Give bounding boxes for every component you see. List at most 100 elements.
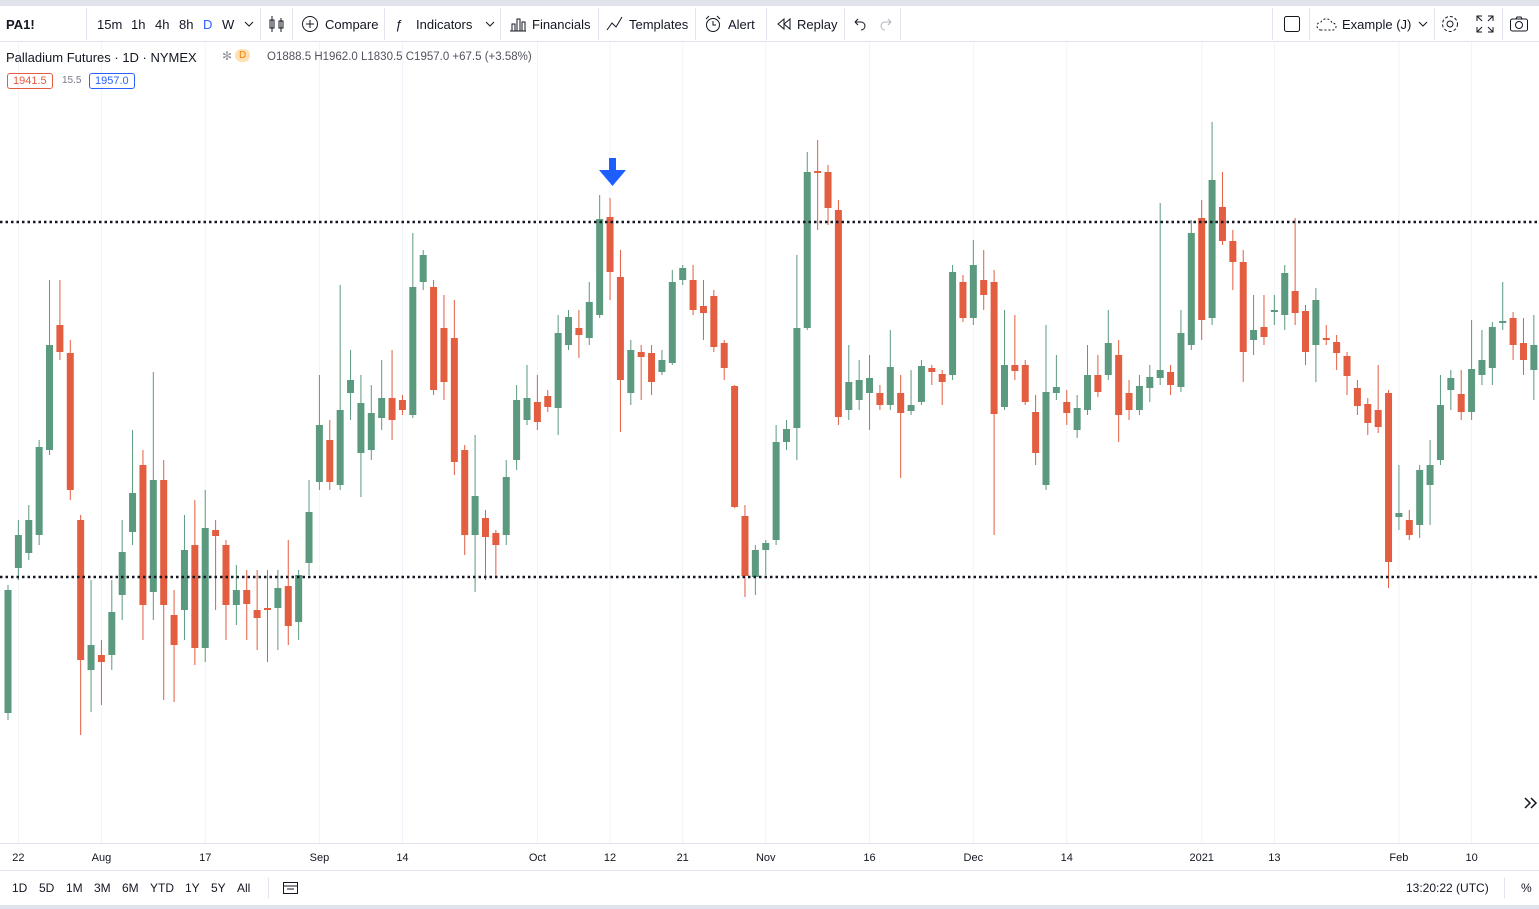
- candle-body: [959, 282, 967, 318]
- candle-body: [1167, 372, 1175, 385]
- candle-body: [243, 590, 251, 604]
- alert[interactable]: Alert: [728, 17, 755, 32]
- interval[interactable]: 4h: [155, 17, 170, 32]
- percent-toggle[interactable]: %: [1521, 881, 1532, 895]
- x-tick-label: 17: [199, 852, 211, 864]
- bid-badge: 1941.5: [7, 73, 53, 89]
- window-strip: [0, 0, 1539, 6]
- snapshot[interactable]: [1509, 15, 1529, 33]
- candle-body: [264, 608, 271, 610]
- interval[interactable]: W: [222, 17, 235, 32]
- candle-body: [876, 393, 884, 405]
- interval[interactable]: 1h: [131, 17, 146, 32]
- goto-date[interactable]: [282, 880, 300, 896]
- candle-body: [762, 543, 770, 550]
- settings[interactable]: [1440, 14, 1460, 34]
- range-button[interactable]: 3M: [94, 881, 111, 895]
- candle-body: [1499, 321, 1507, 323]
- candle-body: [917, 366, 925, 402]
- candle-body: [648, 353, 656, 382]
- candle-body: [596, 219, 604, 315]
- candle-body: [409, 287, 417, 415]
- range-button[interactable]: 5Y: [211, 881, 226, 895]
- interval[interactable]: 8h: [179, 17, 194, 32]
- legend-flag: D: [235, 49, 251, 62]
- candle-body: [627, 350, 635, 393]
- candle-body: [585, 302, 593, 338]
- candle-body: [170, 615, 178, 645]
- financials-icon[interactable]: [509, 16, 527, 32]
- clock: 13:20:22 (UTC): [1406, 881, 1489, 895]
- alert-icon[interactable]: [704, 15, 722, 33]
- ask-badge: 1957.0: [89, 73, 135, 89]
- candle-body: [803, 172, 811, 328]
- candle-body: [1436, 405, 1444, 460]
- scroll-right[interactable]: [1524, 797, 1538, 809]
- replay[interactable]: Replay: [797, 17, 838, 32]
- separator: [500, 8, 501, 40]
- x-tick-label: 16: [863, 852, 875, 864]
- layout-name[interactable]: Example (J): [1342, 17, 1412, 32]
- templates-icon[interactable]: [606, 15, 624, 32]
- compare-icon[interactable]: [301, 15, 319, 33]
- separator: [86, 8, 87, 40]
- candle-body: [637, 352, 645, 357]
- interval[interactable]: 15m: [97, 17, 123, 32]
- range-button[interactable]: 5D: [39, 881, 55, 895]
- candle-body: [1125, 393, 1133, 410]
- candle-body: [461, 450, 469, 535]
- candle-body: [1156, 370, 1164, 378]
- symbol[interactable]: PA1!: [6, 17, 35, 32]
- candle-body: [1281, 273, 1289, 315]
- candle-body: [855, 380, 863, 400]
- interval[interactable]: D: [203, 17, 213, 32]
- candle-body: [606, 217, 614, 272]
- candle-body: [554, 333, 562, 408]
- cloud-icon[interactable]: [1316, 15, 1338, 33]
- candle-body: [1519, 343, 1527, 360]
- separator: [1309, 8, 1310, 40]
- interval-menu[interactable]: [243, 18, 255, 30]
- select-box[interactable]: [1283, 15, 1301, 33]
- candle-body: [326, 440, 334, 482]
- range-button[interactable]: 6M: [122, 881, 139, 895]
- undo-redo[interactable]: [851, 16, 895, 32]
- candle-body: [866, 378, 874, 393]
- legend-icon: ✻: [222, 49, 233, 63]
- candle-body: [201, 528, 209, 648]
- candle-body: [1530, 345, 1538, 370]
- financials[interactable]: Financials: [532, 17, 591, 32]
- layout-menu[interactable]: [1417, 18, 1429, 30]
- separator: [766, 8, 767, 40]
- window-strip: [0, 905, 1539, 909]
- candle-body: [772, 442, 780, 540]
- range-button[interactable]: 1M: [66, 881, 83, 895]
- candle-body: [1395, 513, 1403, 517]
- candle-body: [1260, 327, 1268, 337]
- separator: [1434, 8, 1435, 40]
- candle-body: [824, 172, 832, 208]
- candle-body: [1032, 412, 1040, 453]
- indicators[interactable]: Indicators: [416, 17, 473, 32]
- range-button[interactable]: YTD: [150, 881, 174, 895]
- indicators-icon[interactable]: ƒ: [395, 17, 403, 32]
- candle-body: [1488, 327, 1496, 368]
- fullscreen[interactable]: [1476, 15, 1494, 33]
- candle-body: [4, 590, 12, 713]
- bottom-bar: [0, 870, 1539, 906]
- candle-body: [1084, 375, 1092, 410]
- indicators-menu[interactable]: [484, 18, 496, 30]
- compare[interactable]: Compare: [325, 17, 379, 32]
- range-button[interactable]: 1D: [12, 881, 28, 895]
- candle-body: [886, 367, 894, 405]
- chart-type[interactable]: [268, 14, 286, 34]
- candle-body: [699, 306, 707, 313]
- candle-body: [222, 545, 230, 605]
- range-button[interactable]: All: [237, 881, 251, 895]
- templates[interactable]: Templates: [629, 17, 689, 32]
- replay-icon[interactable]: [776, 17, 792, 31]
- candle-body: [398, 400, 406, 410]
- range-button[interactable]: 1Y: [185, 881, 200, 895]
